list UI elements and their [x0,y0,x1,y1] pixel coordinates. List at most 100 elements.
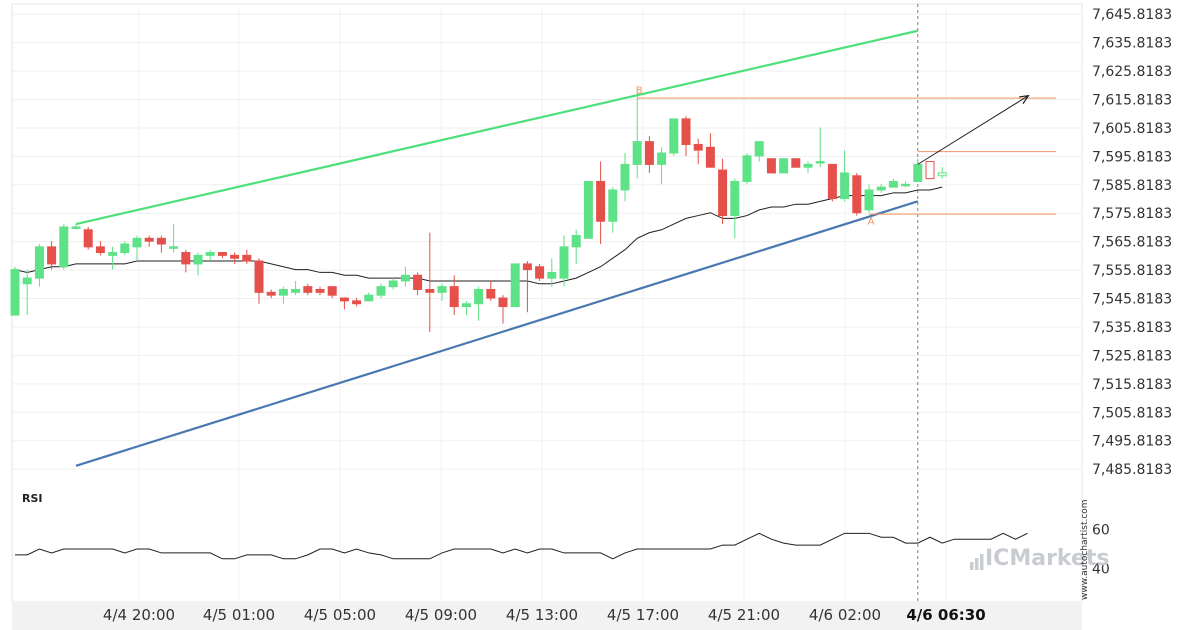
candle-body [571,234,581,248]
candle-body [132,237,142,248]
moving-average-line [14,186,943,285]
price-tick-label: 7,625.8183 [1092,64,1172,80]
candle-body [95,246,105,254]
price-tick-label: 7,565.8183 [1092,235,1172,251]
candle-body [681,118,691,145]
candle-body [608,189,618,222]
candle-body [827,163,837,200]
candle-body [705,146,715,168]
plot-area [11,3,1083,603]
candle-body [242,254,252,262]
time-tick-label: 4/5 01:00 [203,606,275,624]
candle-body [83,229,93,248]
candle-body [730,180,740,217]
candle-body [547,271,557,279]
candle-body [669,118,679,154]
resistance-trendline [75,29,919,226]
candle-body [108,252,118,256]
candle-body [620,163,630,191]
candle-body [327,286,337,296]
candle-body [840,172,850,200]
candle-body [876,186,886,191]
rsi-title: RSI [22,492,43,505]
candle-body [718,169,728,217]
rsi-line [15,532,1028,560]
candle-body [632,141,642,165]
price-tick-label: 7,515.8183 [1092,377,1172,393]
candle-body [559,246,569,279]
time-tick-label: 4/5 21:00 [708,606,780,624]
time-axis: 4/4 20:00 4/5 01:00 4/5 05:00 4/5 09:00 4/5 … [103,606,986,624]
candle-body [913,163,923,182]
candle-body [474,288,484,305]
brand-logo-icon [970,554,984,570]
price-tick-label: 7,615.8183 [1092,93,1172,109]
candle-body [400,274,410,282]
price-tick-label: 7,495.8183 [1092,434,1172,450]
candle-body [193,254,203,265]
price-tick-label: 7,535.8183 [1092,320,1172,336]
candles-layer [10,93,947,333]
time-tick-label: 4/5 09:00 [405,606,477,624]
candle-body [34,246,44,279]
pattern-point-label: B [636,85,643,96]
moving-average-layer [14,186,943,285]
time-tick-label: 4/6 06:30 [906,606,985,624]
candle-body [522,263,532,271]
candle-body [742,155,752,182]
time-tick-label: 4/5 05:00 [304,606,376,624]
candle-body [10,269,20,316]
time-tick-label: 4/5 13:00 [506,606,578,624]
candle-body [169,246,179,249]
time-axis-band [12,602,1082,630]
pattern-lines-layer [75,29,919,467]
brand-logo-bar [975,558,979,570]
autochartist-credit: www.autochartist.com [1080,499,1090,600]
candle-body [693,143,703,151]
candle-body [535,266,545,279]
candle-body [315,288,325,293]
candle-body [925,161,935,180]
candle-body [657,152,667,165]
candle-body [47,246,57,265]
price-tick-label: 7,505.8183 [1092,405,1172,421]
price-tick-label: 7,525.8183 [1092,348,1172,364]
candle-body [266,291,276,296]
candle-body [754,141,764,157]
price-tick-label: 7,585.8183 [1092,178,1172,194]
rsi-panel: RSI 60 40 [15,492,1110,578]
candle-body [779,158,789,174]
price-tick-label: 7,635.8183 [1092,36,1172,52]
candle-body [120,243,130,254]
candle-body [901,183,911,187]
candle-body [364,294,374,302]
levels-layer [637,97,1056,215]
brand-watermark: ICMarkets [985,546,1110,571]
brand-logo-bar [980,554,984,570]
candle-body [22,277,32,285]
brand-logo-bar [970,562,974,570]
candle-body [449,286,459,308]
price-tick-label: 7,575.8183 [1092,206,1172,222]
candle-body [437,286,447,293]
candle-body [230,254,240,259]
candle-body [864,189,874,211]
time-tick-label: 4/4 20:00 [103,606,175,624]
candle-body [583,180,593,239]
candle-body [376,286,386,296]
candle-body [815,161,825,164]
annotations-layer: BA [636,85,1028,227]
candle-body [644,141,654,165]
candle-body [888,180,898,188]
candle-body [766,158,776,174]
candle-body [852,175,862,214]
candle-body [254,260,264,293]
candle-body [59,226,69,268]
price-axis: 7,645.8183 7,635.8183 7,625.8183 7,615.8183… [1092,7,1172,478]
time-tick-label: 4/6 02:00 [809,606,881,624]
candle-body [71,226,81,229]
candle-body [803,163,813,168]
support-trendline [75,200,919,467]
price-tick-label: 7,595.8183 [1092,149,1172,165]
